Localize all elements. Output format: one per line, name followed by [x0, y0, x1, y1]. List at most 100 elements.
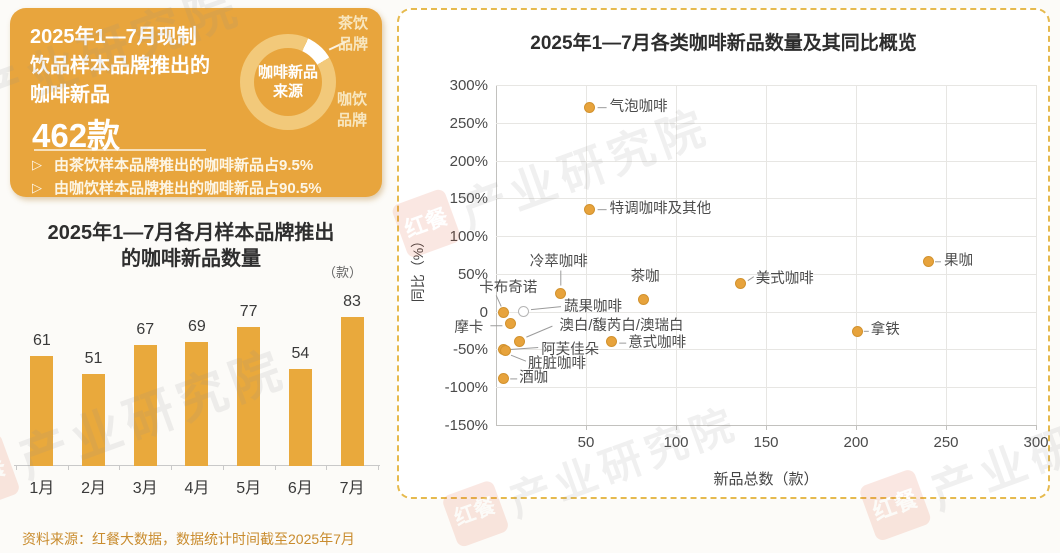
scatter-y-axis-label: 同比（%） — [410, 233, 426, 303]
bar — [30, 356, 54, 466]
y-tick-label: 200% — [449, 152, 488, 170]
plot-gridline-vertical — [1036, 85, 1037, 425]
plot-gridline-horizontal — [496, 122, 1036, 124]
scatter-point — [638, 294, 650, 306]
donut-label-tea-brands: 茶饮 品牌 — [338, 13, 368, 55]
plot-gridline-horizontal — [496, 311, 1036, 313]
scatter-point — [605, 335, 617, 347]
coffee-label-line1: 咖饮 — [337, 91, 368, 108]
bar-axis-tick — [67, 466, 69, 470]
scatter-point-label: 果咖 — [944, 252, 973, 269]
y-tick-label: 50% — [457, 265, 488, 283]
x-tick-mark — [1036, 425, 1037, 430]
arrow-bullet-icon: ▷ — [32, 179, 42, 195]
summary-card: 2025年1—7月现制 饮品样本品牌推出的 咖啡新品 462款 ▷ 由茶饮样本品… — [10, 8, 382, 197]
bar-value-label: 77 — [239, 303, 258, 321]
scatter-point-label: 卡布奇诺 — [479, 280, 538, 297]
label-leader-line — [526, 325, 553, 338]
bar-column: 51 2月 — [68, 296, 120, 497]
label-leader-line — [495, 295, 502, 307]
scatter-point — [584, 102, 596, 114]
scatter-point-label: 酒咖 — [519, 369, 549, 386]
bar-month-label: 2月 — [81, 480, 106, 497]
bar-value-label: 61 — [32, 332, 51, 350]
scatter-point-label: 摩卡 — [454, 319, 484, 336]
scatter-point — [735, 278, 747, 290]
scatter-point-label: 澳白/馥芮白/澳瑞白 — [559, 318, 684, 335]
bar-axis-tick — [377, 466, 379, 470]
donut-label-coffee-brands: 咖饮 品牌 — [337, 89, 367, 131]
scatter-panel: 2025年1—7月各类咖啡新品数量及其同比概览 同比（%） 新品总数（款） 30… — [397, 8, 1050, 499]
bar-column: 54 6月 — [275, 296, 327, 497]
bar — [133, 345, 157, 466]
bar-month-label: 5月 — [236, 480, 262, 497]
bar-column: 69 4月 — [171, 296, 223, 497]
plot-gridline-horizontal — [496, 387, 1036, 389]
x-tick-mark — [856, 425, 857, 430]
bar-column: 83 7月 — [326, 292, 378, 497]
bar-value-label: 67 — [136, 321, 155, 339]
tea-label-line2: 品牌 — [338, 36, 369, 53]
bar-value-label: 69 — [188, 317, 206, 335]
bar-month-label: 1月 — [29, 480, 55, 497]
plot-gridline-horizontal — [496, 273, 1036, 275]
x-tick-label: 150 — [753, 434, 779, 451]
leader-lines-layer — [490, 107, 941, 380]
tea-label-line1: 茶饮 — [338, 15, 369, 32]
scatter-point — [517, 306, 529, 318]
bar — [237, 327, 261, 466]
y-tick-label: -100% — [444, 379, 488, 397]
plot-gridline-horizontal — [496, 236, 1036, 238]
bar-value-label: 83 — [343, 292, 361, 310]
scatter-point — [504, 318, 516, 330]
bar-title-line1: 2025年1—7月各月样本品牌推出 — [47, 222, 335, 244]
plot-gridline-horizontal — [496, 349, 1036, 351]
bar-column: 77 5月 — [223, 296, 275, 497]
arrow-bullet-icon: ▷ — [32, 156, 42, 172]
summary-title-line3: 咖啡新品 — [30, 84, 110, 106]
scatter-point-label: 拿铁 — [870, 322, 900, 339]
scatter-point-label: 蔬果咖啡 — [564, 298, 622, 315]
y-tick-label: 300% — [449, 77, 488, 94]
scatter-point — [513, 335, 525, 347]
scatter-point — [499, 344, 511, 356]
scatter-point — [497, 373, 509, 385]
bar-column: 67 3月 — [119, 296, 171, 497]
bar-title-line2: 的咖啡新品数量 — [121, 248, 261, 270]
bar-chart-unit-label: （款） — [322, 265, 362, 280]
bar-chart-plot: 61 1月 51 2月 67 3月 69 4月 77 5月 54 6月 83 7月 — [14, 292, 380, 497]
bullet-tea-share: ▷ 由茶饮样本品牌推出的咖啡新品占9.5% — [32, 154, 313, 175]
x-tick-mark — [676, 425, 677, 430]
divider — [34, 149, 206, 151]
y-tick-label: 250% — [449, 114, 488, 132]
scatter-point-label: 阿芙佳朵 — [541, 342, 600, 359]
label-leader-line — [530, 306, 562, 311]
scatter-point-label: 特调咖啡及其他 — [609, 200, 712, 217]
bar-axis-tick — [171, 466, 173, 470]
y-tick-label: -150% — [444, 417, 488, 434]
bar-value-label: 54 — [291, 344, 310, 362]
summary-title-line2: 饮品样本品牌推出的 — [30, 55, 210, 77]
plot-gridline-horizontal — [496, 198, 1036, 200]
y-tick-label: 100% — [449, 228, 488, 246]
plot-gridline-vertical — [496, 85, 497, 425]
donut-center-line2: 来源 — [272, 83, 303, 100]
scatter-title: 2025年1—7月各类咖啡新品数量及其同比概览 — [530, 33, 917, 54]
label-leader-line — [747, 276, 755, 282]
x-tick-mark — [586, 425, 587, 430]
donut-center-line1: 咖啡新品 — [257, 64, 318, 81]
bullet-coffee-share-text: 由咖饮样本品牌推出的咖啡新品占90.5% — [54, 180, 322, 197]
scatter-point — [922, 256, 934, 268]
y-tick-label: 150% — [449, 190, 488, 208]
bar-chart-title: 2025年1—7月各月样本品牌推出 的咖啡新品数量 — [0, 220, 382, 272]
summary-title-line1: 2025年1—7月现制 — [30, 26, 197, 48]
bar-value-label: 51 — [84, 350, 103, 368]
scatter-point-label: 气泡咖啡 — [609, 98, 668, 115]
scatter-point — [555, 288, 567, 300]
x-tick-label: 100 — [663, 434, 689, 451]
label-leader-line — [510, 346, 539, 350]
bullet-tea-share-text: 由茶饮样本品牌推出的咖啡新品占9.5% — [54, 157, 314, 174]
bar-month-label: 6月 — [287, 480, 313, 497]
y-tick-label: 0 — [479, 303, 488, 321]
